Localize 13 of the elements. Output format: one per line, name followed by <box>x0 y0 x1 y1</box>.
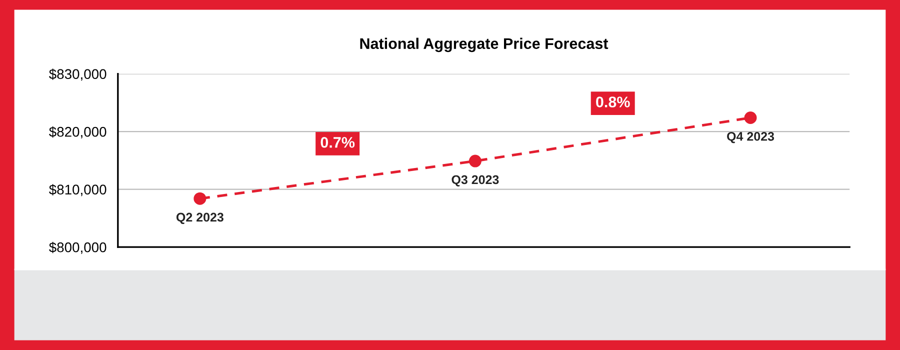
annotation: 0.7% <box>320 136 355 148</box>
annotation: 0.8% <box>596 96 630 108</box>
y-tick-label: $800,000 <box>49 242 106 254</box>
x-tick-label: Q2 2023 <box>176 212 224 224</box>
y-tick-label: $830,000 <box>49 68 106 81</box>
y-tick-label: $810,000 <box>49 184 106 196</box>
x-tick-label: Q4 2023 <box>727 132 774 144</box>
point <box>194 192 206 205</box>
point <box>744 111 757 124</box>
chart-title: National Aggregate Price Forecast <box>360 38 608 52</box>
point <box>468 154 482 168</box>
x-tick-label: Q3 2023 <box>452 175 499 186</box>
y-tick-label: $820,000 <box>49 126 106 138</box>
